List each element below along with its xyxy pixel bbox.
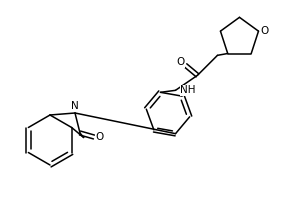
Text: O: O	[176, 57, 184, 67]
Text: O: O	[260, 26, 268, 36]
Text: NH: NH	[181, 85, 196, 95]
Text: O: O	[96, 132, 104, 142]
Text: N: N	[71, 101, 79, 111]
